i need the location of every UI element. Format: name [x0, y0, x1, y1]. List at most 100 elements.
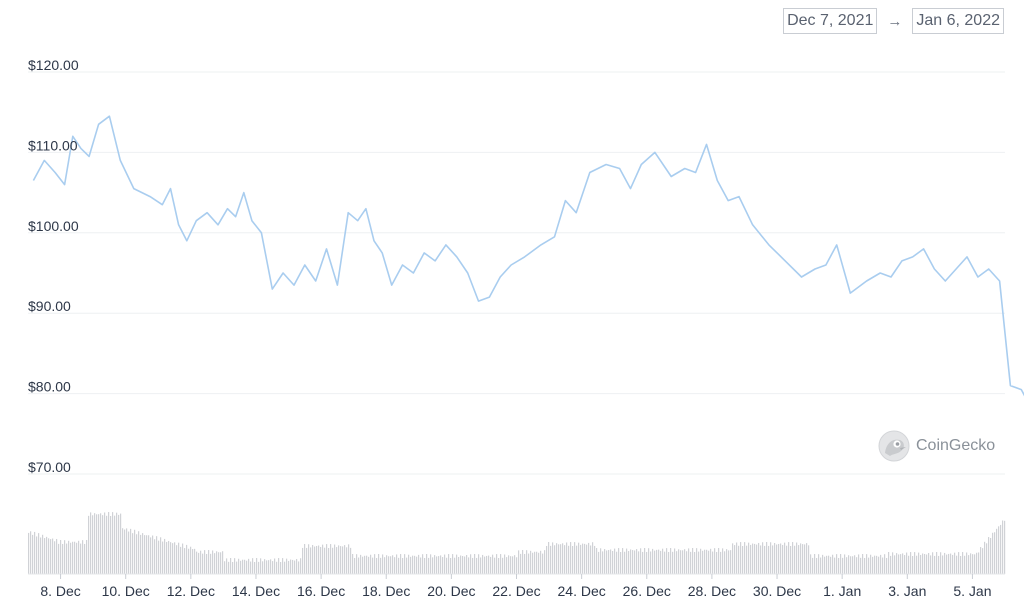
volume-bar: [280, 561, 282, 574]
volume-bar: [356, 554, 358, 574]
volume-bar: [886, 557, 888, 574]
volume-bar: [410, 556, 412, 574]
volume-bar: [606, 550, 608, 574]
end-date-field[interactable]: Jan 6, 2022: [912, 8, 1004, 34]
volume-bar: [48, 538, 50, 574]
volume-bar: [338, 545, 340, 574]
volume-bar: [932, 552, 934, 574]
x-tick-label: 24. Dec: [558, 583, 606, 599]
volume-bar: [218, 552, 220, 574]
volume-bar: [682, 550, 684, 574]
volume-bar: [282, 558, 284, 574]
volume-bar: [662, 548, 664, 574]
volume-bar: [532, 552, 534, 574]
volume-bar: [902, 553, 904, 574]
volume-bar: [108, 512, 110, 574]
volume-bar: [776, 544, 778, 574]
volume-bar: [392, 555, 394, 574]
volume-bar: [838, 557, 840, 574]
volume-bar: [260, 558, 262, 574]
volume-bar: [486, 555, 488, 574]
volume-bar: [718, 548, 720, 574]
volume-bar: [298, 561, 300, 574]
volume-bar: [248, 558, 250, 574]
x-tick-label: 22. Dec: [492, 583, 540, 599]
volume-bar: [952, 554, 954, 574]
volume-bar: [984, 541, 986, 574]
volume-bar: [588, 542, 590, 574]
volume-bar: [534, 551, 536, 574]
volume-bar: [56, 538, 58, 574]
volume-bar: [542, 553, 544, 574]
volume-bar: [640, 548, 642, 574]
volume-bar: [774, 542, 776, 574]
start-date-field[interactable]: Dec 7, 2021: [783, 8, 878, 34]
volume-bar: [568, 545, 570, 574]
volume-bar: [768, 545, 770, 574]
volume-bar: [824, 556, 826, 574]
volume-bar: [208, 550, 210, 574]
volume-bar: [232, 561, 234, 574]
volume-bar: [380, 557, 382, 574]
volume-bar: [884, 554, 886, 574]
volume-bar: [116, 512, 118, 574]
x-tick-label: 14. Dec: [232, 583, 280, 599]
volume-bar: [1002, 520, 1004, 574]
volume-bar: [890, 555, 892, 574]
volume-bar: [982, 548, 984, 574]
volume-bar: [918, 552, 920, 574]
x-tick-label: 8. Dec: [40, 583, 80, 599]
volume-bar: [80, 543, 82, 574]
volume-bar: [296, 558, 298, 574]
volume-bar: [368, 556, 370, 574]
volume-bar: [814, 554, 816, 574]
volume-bar: [762, 542, 764, 574]
volume-bar: [878, 556, 880, 574]
volume-bar: [386, 555, 388, 574]
volume-bar: [36, 536, 38, 574]
volume-bar: [468, 557, 470, 574]
volume-bar: [754, 543, 756, 574]
volume-bar: [458, 556, 460, 574]
volume-bar: [448, 554, 450, 574]
volume-bar: [636, 549, 638, 574]
volume-bar: [574, 542, 576, 574]
volume-bar: [942, 555, 944, 574]
volume-bar: [680, 550, 682, 574]
volume-bar: [758, 542, 760, 574]
volume-bar: [192, 549, 194, 574]
volume-bar: [326, 544, 328, 574]
arrow-right-icon: →: [887, 12, 903, 30]
volume-bar: [992, 532, 994, 574]
volume-bar: [724, 551, 726, 574]
volume-bar: [478, 554, 480, 574]
volume-bar: [196, 551, 198, 574]
volume-bar: [394, 557, 396, 574]
volume-bar: [686, 551, 688, 574]
volume-bar: [94, 513, 96, 574]
volume-bar: [412, 555, 414, 574]
volume-bar: [798, 545, 800, 574]
volume-bar: [148, 535, 150, 574]
volume-bar: [508, 555, 510, 574]
volume-bar: [936, 552, 938, 574]
volume-bar: [480, 557, 482, 574]
volume-bar: [272, 561, 274, 574]
y-tick-label: $90.00: [28, 298, 71, 314]
volume-bar: [812, 557, 814, 574]
volume-bar: [836, 554, 838, 574]
volume-bar: [474, 554, 476, 574]
volume-bar: [950, 553, 952, 574]
volume-bar: [900, 554, 902, 574]
volume-bar: [242, 559, 244, 574]
volume-bar: [138, 531, 140, 574]
volume-bar: [590, 545, 592, 574]
volume-bar: [780, 543, 782, 574]
volume-bar: [342, 546, 344, 574]
volume-bar: [382, 554, 384, 574]
volume-bar: [262, 561, 264, 574]
volume-bar: [462, 555, 464, 574]
volume-bar: [210, 553, 212, 574]
volume-bar: [252, 558, 254, 574]
